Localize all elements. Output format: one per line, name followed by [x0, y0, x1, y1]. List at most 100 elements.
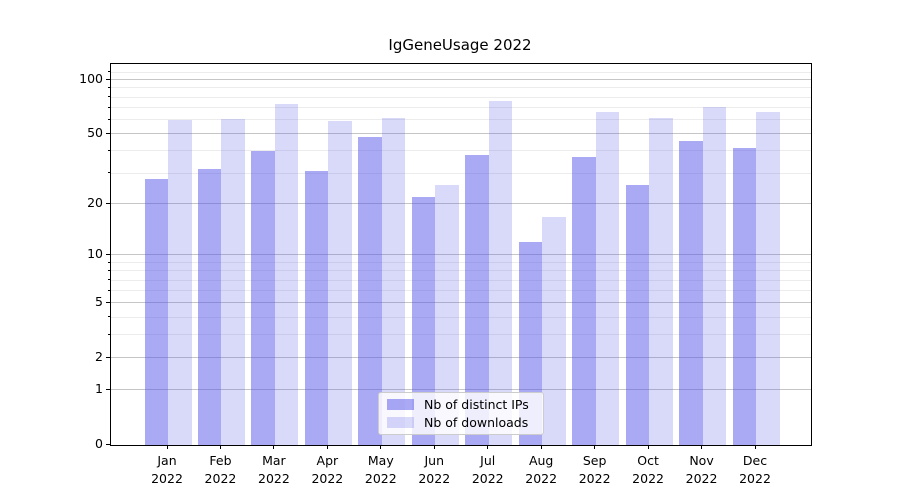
legend-item-downloads: Nb of downloads	[387, 414, 536, 430]
x-tick-label-apr: Apr 2022	[311, 453, 344, 486]
x-tick-label-jan: Jan 2022	[151, 453, 183, 486]
bar-group-jul	[465, 100, 513, 445]
y-tick-mark-minor-4	[107, 316, 110, 318]
bar-downloads-apr	[328, 121, 352, 445]
bar-distinct-ips-dec	[732, 147, 756, 445]
y-tick-label-10: 10	[87, 246, 103, 262]
x-tick-mark-dec	[754, 445, 756, 449]
x-tick-label-may: May 2022	[364, 453, 397, 486]
bar-downloads-mar	[274, 103, 299, 445]
bar-group-oct	[625, 117, 673, 445]
bar-group-feb	[197, 118, 245, 445]
grid-layer	[111, 64, 811, 445]
y-tick-mark-minor-8	[107, 269, 110, 271]
gridline-major-20	[111, 203, 811, 205]
x-tick-mark-feb	[219, 445, 221, 449]
y-tick-label-0: 0	[95, 436, 103, 451]
y-tick-label-2: 2	[95, 349, 103, 365]
y-tick-mark-50	[106, 132, 110, 134]
gridline-minor-40	[111, 150, 811, 152]
gridline-major-5	[111, 302, 811, 304]
y-tick-mark-minor-70	[107, 106, 110, 108]
x-tick-label-mar: Mar 2022	[258, 453, 290, 486]
gridline-minor-9	[111, 262, 811, 264]
x-tick-label-jun: Jun 2022	[418, 453, 451, 486]
legend-item-distinct-ips: Nb of distinct IPs	[387, 396, 536, 412]
gridline-minor-7	[111, 279, 811, 281]
gridline-minor-4	[111, 316, 811, 318]
legend: Nb of distinct IPs Nb of downloads	[378, 392, 544, 435]
gridline-major-1	[111, 389, 811, 391]
bar-distinct-ips-jul	[465, 155, 489, 445]
gridline-minor-80	[111, 96, 811, 98]
y-tick-mark-minor-9	[107, 261, 110, 263]
legend-swatch-downloads-icon	[387, 417, 414, 428]
x-tick-label-dec: Dec 2022	[739, 453, 771, 486]
y-tick-mark-minor-80	[107, 96, 110, 98]
legend-label-downloads: Nb of downloads	[424, 414, 529, 430]
bar-downloads-sep	[595, 111, 620, 445]
bar-group-nov	[679, 106, 727, 445]
bar-distinct-ips-jun	[411, 197, 436, 445]
x-tick-mark-jul	[487, 445, 489, 449]
bar-group-apr	[304, 121, 352, 445]
y-tick-mark-minor-6	[107, 289, 110, 291]
x-tick-mark-sep	[594, 445, 596, 449]
bar-group-may	[358, 117, 406, 445]
x-tick-label-nov: Nov 2022	[685, 453, 718, 486]
x-tick-mark-nov	[701, 445, 703, 449]
y-tick-mark-0	[106, 443, 110, 445]
bar-downloads-dec	[756, 111, 780, 445]
bar-distinct-ips-apr	[304, 171, 329, 445]
bar-group-jun	[411, 184, 459, 445]
gridline-major-2	[111, 357, 811, 359]
bar-distinct-ips-sep	[572, 157, 596, 445]
x-tick-mark-oct	[647, 445, 649, 449]
bar-downloads-may	[381, 117, 406, 445]
bar-distinct-ips-may	[358, 137, 382, 445]
gridline-major-10	[111, 254, 811, 256]
gridline-minor-70	[111, 107, 811, 109]
gridline-minor-30	[111, 172, 811, 174]
bar-distinct-ips-oct	[625, 184, 650, 445]
plot-area: Nb of distinct IPs Nb of downloads	[110, 63, 812, 446]
legend-swatch-distinct-ips-icon	[387, 399, 414, 410]
y-tick-label-1: 1	[95, 381, 103, 397]
x-tick-mark-may	[380, 445, 382, 449]
y-tick-label-50: 50	[87, 125, 103, 141]
bar-distinct-ips-mar	[251, 151, 275, 445]
x-tick-mark-apr	[326, 445, 328, 449]
x-tick-mark-jun	[433, 445, 435, 449]
x-tick-label-aug: Aug 2022	[525, 453, 558, 486]
gridline-minor-6	[111, 290, 811, 292]
y-tick-mark-100	[106, 78, 110, 80]
gridline-minor-60	[111, 119, 811, 121]
x-tick-label-sep: Sep 2022	[578, 453, 611, 486]
bars-layer	[111, 64, 811, 445]
y-tick-mark-minor-90	[107, 86, 110, 88]
x-tick-mark-aug	[540, 445, 542, 449]
x-tick-label-jul: Jul 2022	[471, 453, 504, 486]
bar-distinct-ips-nov	[679, 140, 703, 445]
x-tick-mark-jan	[166, 445, 168, 449]
legend-label-distinct-ips: Nb of distinct IPs	[424, 396, 529, 412]
y-tick-mark-minor-7	[107, 279, 110, 281]
y-tick-label-20: 20	[87, 195, 103, 211]
bar-distinct-ips-jan	[144, 178, 168, 445]
gridline-major-50	[111, 133, 811, 135]
bar-downloads-jun	[435, 184, 459, 445]
gridline-major-100	[111, 79, 811, 81]
bar-group-mar	[251, 103, 299, 445]
y-tick-mark-5	[106, 301, 110, 303]
y-tick-mark-10	[106, 253, 110, 255]
chart-title: IgGeneUsage 2022	[388, 36, 532, 54]
bar-downloads-jan	[168, 120, 192, 445]
y-tick-mark-2	[106, 356, 110, 358]
y-tick-label-5: 5	[95, 294, 103, 310]
gridline-minor-8	[111, 270, 811, 272]
x-tick-label-oct: Oct 2022	[632, 453, 664, 486]
y-tick-mark-minor-3	[107, 333, 110, 335]
bar-distinct-ips-feb	[197, 168, 222, 445]
bar-downloads-nov	[702, 106, 727, 445]
